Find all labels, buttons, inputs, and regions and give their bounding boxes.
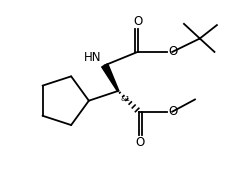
Text: O: O	[136, 136, 145, 149]
Text: O: O	[169, 45, 178, 58]
Text: O: O	[169, 105, 178, 118]
Polygon shape	[102, 64, 119, 91]
Text: O: O	[133, 15, 142, 28]
Text: HN: HN	[84, 51, 102, 64]
Text: &1: &1	[121, 96, 131, 102]
